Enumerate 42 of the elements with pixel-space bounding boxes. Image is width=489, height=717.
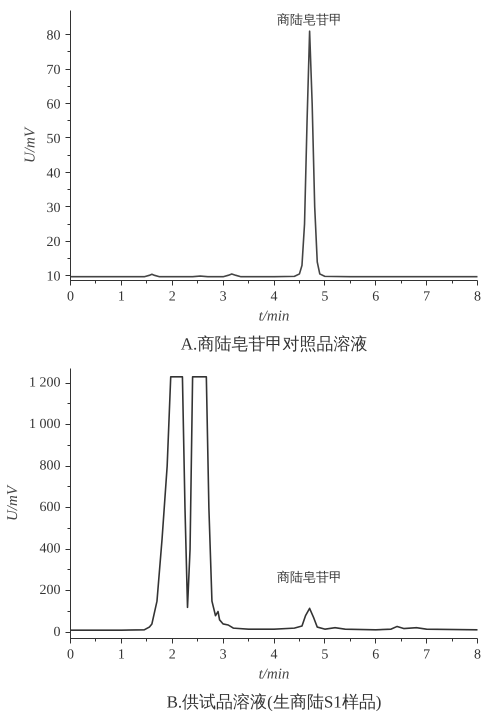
y-axis-title: U/mV [22, 126, 38, 163]
x-tick-label: 7 [423, 290, 430, 304]
x-tick-label: 0 [67, 648, 74, 662]
x-tick-label: 5 [321, 290, 328, 304]
x-tick-label: 5 [321, 648, 328, 662]
y-tick-label: 20 [46, 235, 60, 250]
x-tick-label: 6 [372, 648, 380, 662]
annotation: 商陆皂苷甲 [277, 12, 342, 28]
y-tick-label: 1 200 [29, 376, 60, 391]
x-tick-label: 1 [118, 648, 125, 662]
x-tick-label: 8 [474, 648, 481, 662]
text: A.商陆皂苷甲对照品溶液 [180, 334, 368, 354]
x-tick-label: 2 [168, 290, 176, 304]
x-tick-label: 7 [423, 648, 430, 662]
y-tick-label: 50 [46, 132, 60, 147]
y-tick-label: 200 [40, 583, 60, 598]
x-tick-label: 3 [220, 290, 227, 304]
x-tick-label: 4 [270, 648, 278, 662]
line-series [70, 30, 478, 278]
y-tick-label: 400 [40, 542, 60, 557]
y-tick-label: 800 [40, 458, 60, 474]
y-tick-label: 40 [46, 166, 60, 182]
text: B.供试品溶液(生商陆S1样品) [166, 692, 382, 712]
x-tick-label: 6 [372, 290, 380, 304]
y-tick-label: 0 [54, 624, 60, 640]
annotation: 商陆皂苷甲 [277, 569, 342, 584]
x-axis-title: t/min [258, 666, 290, 682]
x-axis-title: t/min [258, 308, 290, 324]
y-tick-label: 1 000 [29, 417, 60, 432]
y-tick-label: 60 [46, 97, 60, 112]
x-tick-label: 1 [118, 290, 125, 304]
y-tick-label: 70 [46, 63, 60, 78]
x-tick-label: 3 [220, 648, 227, 662]
x-tick-label: 2 [168, 648, 176, 662]
y-tick-label: 30 [46, 200, 60, 216]
y-tick-label: 10 [46, 270, 60, 285]
x-tick-label: 4 [270, 290, 278, 304]
y-axis-title: U/mV [5, 484, 21, 521]
x-tick-label: 0 [67, 290, 74, 304]
y-tick-label: 600 [40, 500, 60, 516]
y-tick-label: 80 [46, 28, 60, 44]
x-tick-label: 8 [474, 290, 481, 304]
